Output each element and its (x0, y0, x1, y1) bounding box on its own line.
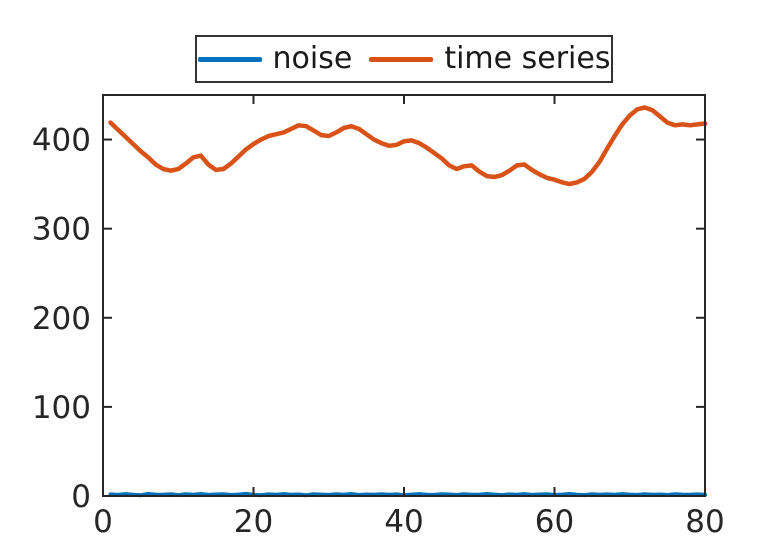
legend-item-time-series: time series (369, 44, 610, 74)
y-tick-label: 200 (32, 301, 91, 337)
x-tick-label: 80 (685, 504, 724, 540)
y-tick-label: 100 (32, 390, 91, 426)
time-series-line (108, 105, 708, 187)
noise-line (108, 491, 707, 498)
time-series-line-swatch (369, 56, 434, 62)
x-tick-label: 20 (234, 504, 273, 540)
legend: noise time series (195, 35, 613, 83)
legend-item-noise: noise (197, 41, 353, 76)
y-tick-label: 300 (32, 212, 91, 248)
noise-line-swatch (197, 56, 262, 62)
legend-label-time-series: time series (444, 41, 611, 76)
x-tick-label: 40 (384, 504, 423, 540)
x-tick-label: 60 (535, 504, 574, 540)
legend-label-noise: noise (272, 41, 353, 76)
y-tick-label: 400 (32, 123, 91, 159)
y-tick-label: 0 (71, 479, 91, 515)
x-tick-label: 0 (93, 504, 113, 540)
